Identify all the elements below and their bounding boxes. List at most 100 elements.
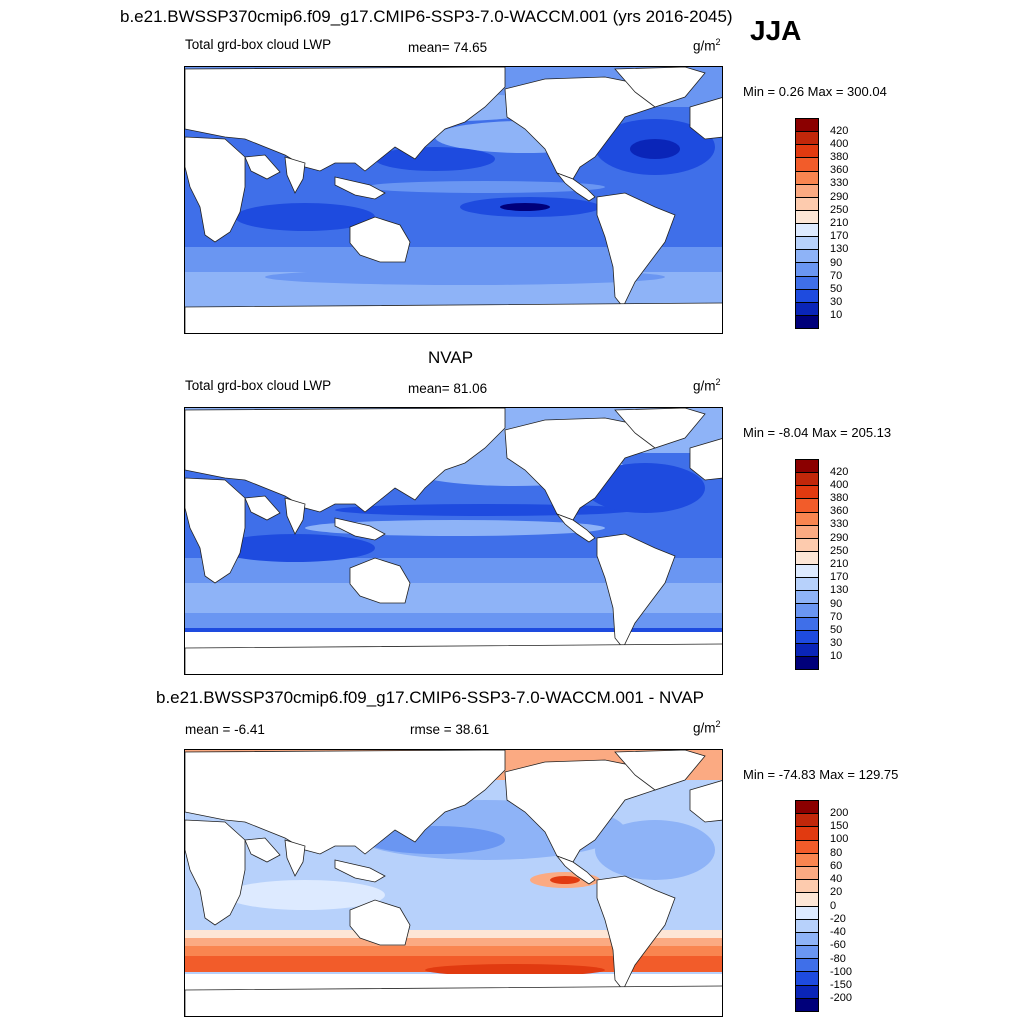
colorbar-swatch	[796, 893, 818, 907]
colorbar-tick: 200	[830, 806, 849, 819]
colorbar-tick: 290	[830, 531, 849, 544]
colorbar-tick: 420	[830, 465, 849, 478]
colorbar-swatch	[796, 237, 818, 251]
colorbar-tick: 20	[830, 886, 843, 899]
colorbar-swatch	[796, 119, 818, 133]
colorbar-swatch	[796, 880, 818, 894]
colorbar-tick: 50	[830, 282, 843, 295]
colorbar-swatch	[796, 210, 818, 224]
colorbar-swatch	[796, 985, 818, 999]
colorbar-tick: 330	[830, 518, 849, 531]
panel1-units: g/m2	[693, 37, 721, 54]
colorbar-tick: 80	[830, 846, 843, 859]
colorbar-swatch	[796, 473, 818, 487]
colorbar-tick: 130	[830, 584, 849, 597]
colorbar-tick: -80	[830, 952, 846, 965]
colorbar-swatch	[796, 972, 818, 986]
panel2-units: g/m2	[693, 377, 721, 394]
colorbar-tick: 30	[830, 296, 843, 309]
colorbar-tick: 380	[830, 492, 849, 505]
colorbar-tick: 70	[830, 269, 843, 282]
colorbar-swatch	[796, 460, 818, 474]
colorbar-tick: 30	[830, 637, 843, 650]
colorbar-tick: 130	[830, 243, 849, 256]
colorbar-tick: 100	[830, 833, 849, 846]
colorbar-swatch	[796, 158, 818, 172]
panel1-mean: mean= 74.65	[408, 40, 488, 55]
panel1-variable: Total grd-box cloud LWP	[185, 37, 332, 52]
panel2-minmax: Min = -8.04 Max = 205.13	[743, 425, 892, 440]
colorbar-tick: 210	[830, 558, 849, 570]
colorbar-swatch	[796, 197, 818, 211]
colorbar-tick: 90	[830, 597, 843, 610]
panel2-variable: Total grd-box cloud LWP	[185, 378, 332, 393]
panel3-mean: mean = -6.41	[185, 722, 265, 737]
panel1-minmax: Min = 0.26 Max = 300.04	[743, 84, 887, 99]
colorbar-swatch	[796, 840, 818, 854]
colorbar-tick: 50	[830, 623, 843, 636]
colorbar-swatch	[796, 656, 818, 669]
colorbar-tick: 70	[830, 610, 843, 623]
colorbar-tick: 250	[830, 203, 849, 216]
colorbar-swatch	[796, 525, 818, 539]
colorbar-tick: 10	[830, 309, 843, 322]
colorbar-tick: 170	[830, 230, 849, 243]
panel3-title: b.e21.BWSSP370cmip6.f09_g17.CMIP6-SSP3-7…	[156, 688, 705, 707]
colorbar-swatch	[796, 591, 818, 605]
colorbar-tick: -200	[830, 992, 853, 1005]
colorbar-swatch	[796, 919, 818, 933]
colorbar-tick: 290	[830, 190, 849, 203]
colorbar-tick: 360	[830, 505, 849, 518]
colorbar-swatch	[796, 932, 818, 947]
colorbar-swatch	[796, 906, 818, 920]
colorbar-swatch	[796, 224, 818, 238]
panel3-minmax: Min = -74.83 Max = 129.75	[743, 767, 899, 782]
panel2-map	[184, 407, 723, 675]
colorbar-swatch	[796, 604, 818, 618]
colorbar-swatch	[796, 866, 818, 881]
colorbar-tick: -40	[830, 926, 846, 938]
colorbar-swatch	[796, 630, 818, 644]
panel3-units: g/m2	[693, 719, 721, 736]
colorbar-swatch	[796, 578, 818, 592]
colorbar-swatch	[796, 276, 818, 290]
colorbar-swatch	[796, 801, 818, 815]
colorbar-tick: 170	[830, 571, 849, 584]
colorbar-swatch	[796, 315, 818, 328]
colorbar-tick: 150	[830, 820, 849, 832]
colorbar-swatch	[796, 145, 818, 159]
colorbar-tick: 360	[830, 164, 849, 177]
colorbar-swatch	[796, 814, 818, 828]
colorbar-tick: 10	[830, 650, 843, 663]
colorbar-tick: 90	[830, 256, 843, 269]
colorbar-swatch	[796, 499, 818, 513]
colorbar-tick: 60	[830, 859, 843, 872]
colorbar-swatch	[796, 565, 818, 579]
colorbar-swatch	[796, 289, 818, 303]
panel2-title: NVAP	[428, 348, 474, 367]
panel1-title: b.e21.BWSSP370cmip6.f09_g17.CMIP6-SSP3-7…	[120, 7, 733, 26]
colorbar-swatch	[796, 959, 818, 973]
colorbar-tick: -150	[830, 979, 853, 991]
colorbar-swatch	[796, 512, 818, 526]
colorbar-swatch	[796, 853, 818, 867]
colorbar-swatch	[796, 538, 818, 552]
colorbar-swatch	[796, 263, 818, 277]
colorbar-swatch	[796, 184, 818, 198]
colorbar-swatch	[796, 998, 818, 1011]
colorbar-swatch	[796, 551, 818, 565]
panel3-colorbar	[795, 800, 819, 1012]
colorbar-tick: 250	[830, 544, 849, 557]
colorbar-swatch	[796, 486, 818, 500]
colorbar-swatch	[796, 643, 818, 657]
colorbar-swatch	[796, 302, 818, 316]
panel3-rmse: rmse = 38.61	[410, 722, 490, 737]
colorbar-swatch	[796, 617, 818, 631]
colorbar-swatch	[796, 827, 818, 841]
colorbar-tick: 0	[830, 899, 837, 912]
colorbar-tick: 40	[830, 873, 843, 885]
colorbar-tick: 380	[830, 151, 849, 164]
colorbar-swatch	[796, 250, 818, 264]
panel1-colorbar	[795, 118, 819, 329]
colorbar-tick: -60	[830, 939, 846, 952]
